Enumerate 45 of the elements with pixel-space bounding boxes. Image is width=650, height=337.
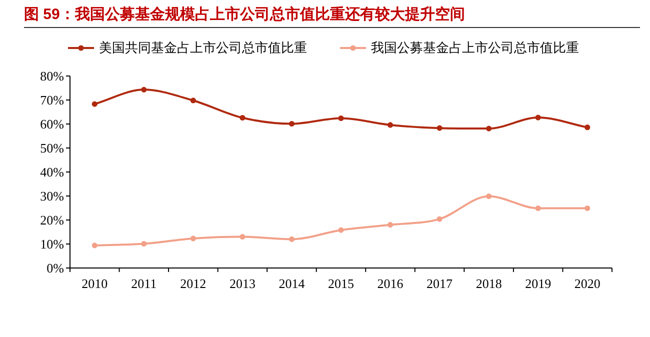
y-tick-label: 40% <box>40 164 64 180</box>
x-tick-label: 2019 <box>525 276 552 291</box>
x-tick-label: 2017 <box>426 276 454 291</box>
point <box>584 124 590 130</box>
y-tick-label: 50% <box>40 140 64 156</box>
x-tick-label: 2011 <box>131 276 157 291</box>
point <box>240 234 246 240</box>
y-tick-label: 70% <box>40 92 64 108</box>
point <box>338 227 344 233</box>
point <box>141 240 147 247</box>
point <box>535 205 541 212</box>
x-tick-label: 2010 <box>82 276 108 291</box>
point <box>436 125 442 131</box>
point <box>486 126 492 132</box>
y-tick-label: 10% <box>40 236 64 252</box>
x-tick-label: 2015 <box>328 276 354 291</box>
y-tick-label: 30% <box>40 188 64 204</box>
title: 图 59：我国公募基金规模占上市公司总市值比重还有较大提升空间 <box>24 6 465 23</box>
point <box>535 114 541 120</box>
point <box>288 120 295 127</box>
y-tick-label: 20% <box>40 212 64 228</box>
point <box>288 236 295 242</box>
x-tick-label: 2018 <box>476 276 502 291</box>
point <box>141 86 147 92</box>
x-tick-label: 2016 <box>377 276 404 291</box>
point <box>584 205 590 212</box>
legend-label: 我国公募基金占上市公司总市值比重 <box>371 40 579 55</box>
x-tick-label: 2013 <box>229 276 256 291</box>
y-tick-label: 60% <box>40 116 64 132</box>
point <box>436 216 442 222</box>
x-tick-label: 2012 <box>180 276 206 291</box>
y-tick-label: 80% <box>40 68 64 84</box>
point <box>92 101 98 107</box>
point <box>486 193 492 200</box>
point <box>387 222 394 228</box>
point <box>190 236 196 242</box>
y-tick-label: 0% <box>46 260 64 276</box>
point <box>338 115 344 122</box>
legend-label: 美国共同基金占上市公司总市值比重 <box>99 40 307 55</box>
x-tick-label: 2014 <box>278 276 306 291</box>
point <box>387 122 394 128</box>
x-tick-label: 2020 <box>574 276 600 291</box>
point <box>240 114 246 121</box>
point <box>92 242 98 248</box>
point <box>190 98 196 104</box>
